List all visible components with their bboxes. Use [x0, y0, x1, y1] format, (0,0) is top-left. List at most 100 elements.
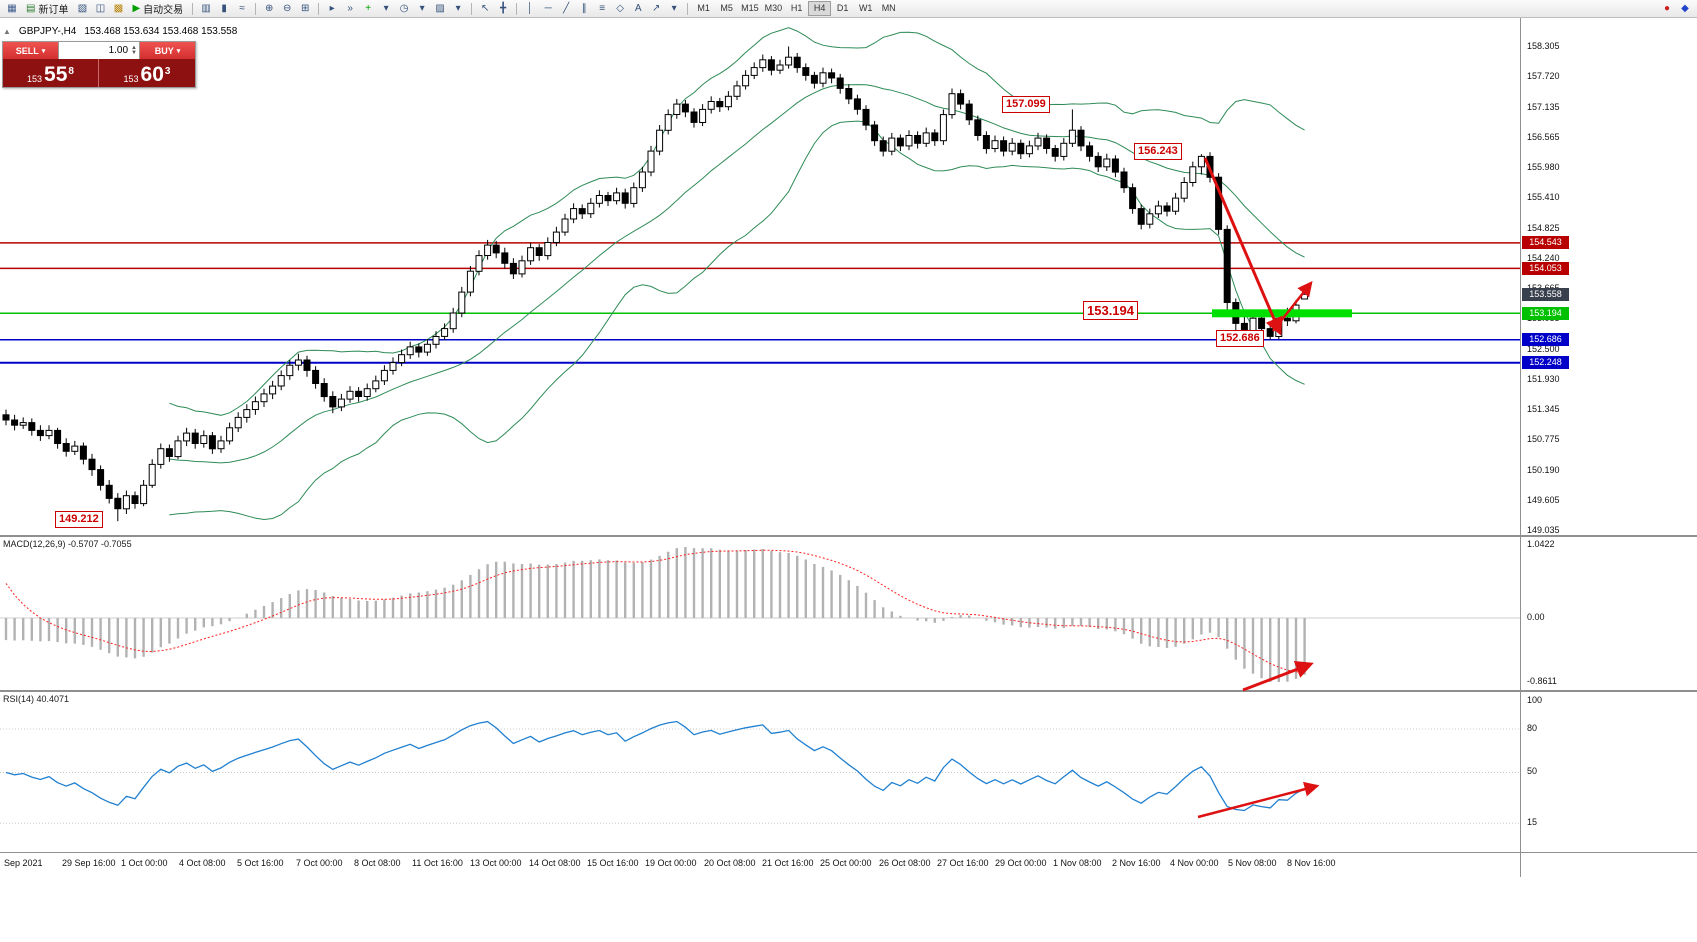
bar-chart-icon[interactable]: ▥	[201, 2, 211, 14]
rsi-axis-label: 100	[1527, 695, 1543, 705]
buy-price-pip: 3	[164, 66, 171, 77]
time-axis-label: 29 Sep 16:00	[62, 858, 116, 868]
periods-icon[interactable]: ◷	[399, 2, 409, 14]
time-axis-label: 13 Oct 00:00	[470, 858, 522, 868]
timeframe-button-m1[interactable]: M1	[697, 3, 710, 13]
templates-caret-icon[interactable]: ▾	[455, 2, 461, 14]
bollinger-middle-band[interactable]	[169, 84, 1305, 464]
timeframe-button-m15[interactable]: M15	[741, 3, 759, 13]
price-tick-label: 155.980	[1527, 162, 1560, 172]
new-order-button[interactable]: ▤ 新订单	[21, 1, 73, 17]
sell-price-display[interactable]: 153 55 8	[3, 59, 99, 87]
buy-price-display[interactable]: 153 60 3	[99, 59, 195, 87]
indicators-icon[interactable]: +	[365, 2, 372, 14]
price-tick-label: 152.500	[1527, 344, 1560, 354]
equidistant-channel-icon[interactable]: ∥	[581, 2, 587, 14]
fibonacci-icon[interactable]: ≡	[599, 2, 606, 14]
sell-button[interactable]: SELL ▾	[3, 42, 58, 59]
line-chart-icon[interactable]: ≈	[239, 2, 245, 14]
chart-area[interactable]	[0, 18, 1520, 537]
rsi-panel-svg[interactable]	[0, 692, 1520, 853]
price-annotation-label[interactable]: 156.243	[1134, 143, 1182, 160]
timeframe-button-w1[interactable]: W1	[858, 3, 873, 13]
timeframe-button-m30[interactable]: M30	[764, 3, 783, 13]
candles[interactable]	[2, 46, 1309, 522]
templates-icon[interactable]: ▨	[435, 2, 445, 14]
vertical-line-icon[interactable]: │	[527, 2, 534, 14]
trendline-icon[interactable]: ╱	[563, 2, 570, 14]
price-annotation-label[interactable]: 149.212	[55, 511, 103, 528]
timeframe-button-h4[interactable]: H4	[808, 1, 832, 16]
arrows-tool-icon[interactable]: ↗	[651, 2, 661, 14]
bollinger-lower-band[interactable]	[169, 120, 1305, 521]
market-watch-icon[interactable]: ◫	[95, 2, 106, 14]
time-axis-label: 20 Oct 08:00	[704, 858, 756, 868]
horizontal-line-icon[interactable]: ─	[544, 2, 552, 14]
time-axis-label: 25 Oct 00:00	[820, 858, 872, 868]
zoom-in-icon[interactable]: ⊕	[264, 2, 274, 14]
time-axis-label: 15 Oct 16:00	[587, 858, 639, 868]
community-icon[interactable]: ◆	[1681, 2, 1689, 14]
cursor-icon[interactable]: ↖	[480, 2, 490, 14]
price-tick-label: 149.605	[1527, 495, 1560, 505]
candlestick-chart-icon[interactable]: ▮	[221, 2, 227, 14]
buy-price-big: 60	[140, 63, 164, 86]
new-chart-icon[interactable]: ▦	[7, 2, 17, 14]
price-axis[interactable]: 158.305 157.720 157.135 156.565 155.980 155.4…	[1522, 0, 1697, 942]
toolbar-separator	[192, 2, 194, 15]
price-annotation-label[interactable]: 152.686	[1216, 330, 1264, 347]
lot-increase-button[interactable]: ▲	[131, 44, 137, 51]
price-tick-label: 154.240	[1527, 253, 1560, 263]
indicators-caret-icon[interactable]: ▾	[383, 2, 389, 14]
auto-scroll-icon[interactable]: ▸	[329, 2, 335, 14]
window-bottom-spacer	[0, 877, 1697, 942]
price-chart-svg[interactable]	[0, 18, 1520, 537]
timeframe-button-mn[interactable]: MN	[881, 3, 896, 13]
new-order-icon: ▤	[26, 3, 36, 14]
toolbar-separator	[318, 2, 320, 15]
auto-trading-button-label: 自动交易	[143, 5, 184, 16]
price-tick-label: 158.305	[1527, 41, 1560, 51]
shapes-icon[interactable]: ◇	[616, 2, 624, 14]
timeframe-button-m5[interactable]: M5	[720, 3, 733, 13]
one-click-collapse-icon[interactable]: ▲	[3, 27, 11, 36]
profiles-icon[interactable]: ▧	[77, 2, 88, 14]
lot-decrease-button[interactable]: ▼	[131, 49, 137, 56]
time-axis-label: 5 Nov 08:00	[1228, 858, 1277, 868]
terminal-icon[interactable]: ▩	[113, 2, 124, 14]
text-label-icon[interactable]: A	[634, 2, 642, 14]
time-axis-label: 2 Nov 16:00	[1112, 858, 1161, 868]
buy-button[interactable]: BUY ▾	[140, 42, 195, 59]
news-icon[interactable]: ●	[1663, 2, 1671, 14]
price-annotation-label[interactable]: 157.099	[1002, 96, 1050, 113]
lot-spinner: ▲ ▼	[131, 44, 137, 56]
bollinger-upper-band[interactable]	[169, 27, 1305, 416]
timeframe-button-d1[interactable]: D1	[836, 3, 849, 13]
price-annotation-label[interactable]: 153.194	[1083, 301, 1138, 320]
rsi-splitter[interactable]	[0, 690, 1697, 692]
time-axis-label: 4 Oct 08:00	[179, 858, 226, 868]
time-axis[interactable]: Sep 2021 29 Sep 16:00 1 Oct 00:00 4 Oct 08:…	[0, 853, 1520, 877]
macd-signal-line	[5, 549, 1305, 673]
lot-size-input[interactable]: 1.00 ▲ ▼	[58, 42, 140, 59]
support-highlight-bar[interactable]	[1212, 309, 1352, 318]
auto-trading-button[interactable]: ▶ 自动交易	[127, 1, 188, 17]
toolbar-separator	[255, 2, 257, 15]
main-toolbar: ▦ ▤ 新订单 ▧ ◫ ▩ ▶ 自动交易 ▥ ▮ ≈ ⊕ ⊖ ⊞ ▸ » + ▾ ◷ ▾ ▨ ▾ ↖ ╋ │ ─ ╱ ∥ ≡ ◇ A ↗ ▾ M1…	[0, 0, 1697, 18]
arrows-caret-icon[interactable]: ▾	[671, 2, 677, 14]
macd-axis-top: 1.0422	[1527, 539, 1555, 549]
chart-shift-icon[interactable]: »	[347, 2, 353, 14]
timeframe-button-h1[interactable]: H1	[790, 3, 803, 13]
price-tick-label: 154.825	[1527, 223, 1560, 233]
macd-panel-svg[interactable]	[0, 537, 1520, 692]
tile-windows-icon[interactable]: ⊞	[300, 2, 310, 14]
time-axis-label: 1 Oct 00:00	[121, 858, 168, 868]
zoom-out-icon[interactable]: ⊖	[282, 2, 292, 14]
crosshair-icon[interactable]: ╋	[500, 2, 507, 14]
price-tick-label: 157.720	[1527, 71, 1560, 81]
time-axis-label: 21 Oct 16:00	[762, 858, 814, 868]
lot-value: 1.00	[108, 45, 129, 56]
macd-splitter[interactable]	[0, 535, 1697, 537]
time-axis-label: 19 Oct 00:00	[645, 858, 697, 868]
periods-caret-icon[interactable]: ▾	[419, 2, 425, 14]
